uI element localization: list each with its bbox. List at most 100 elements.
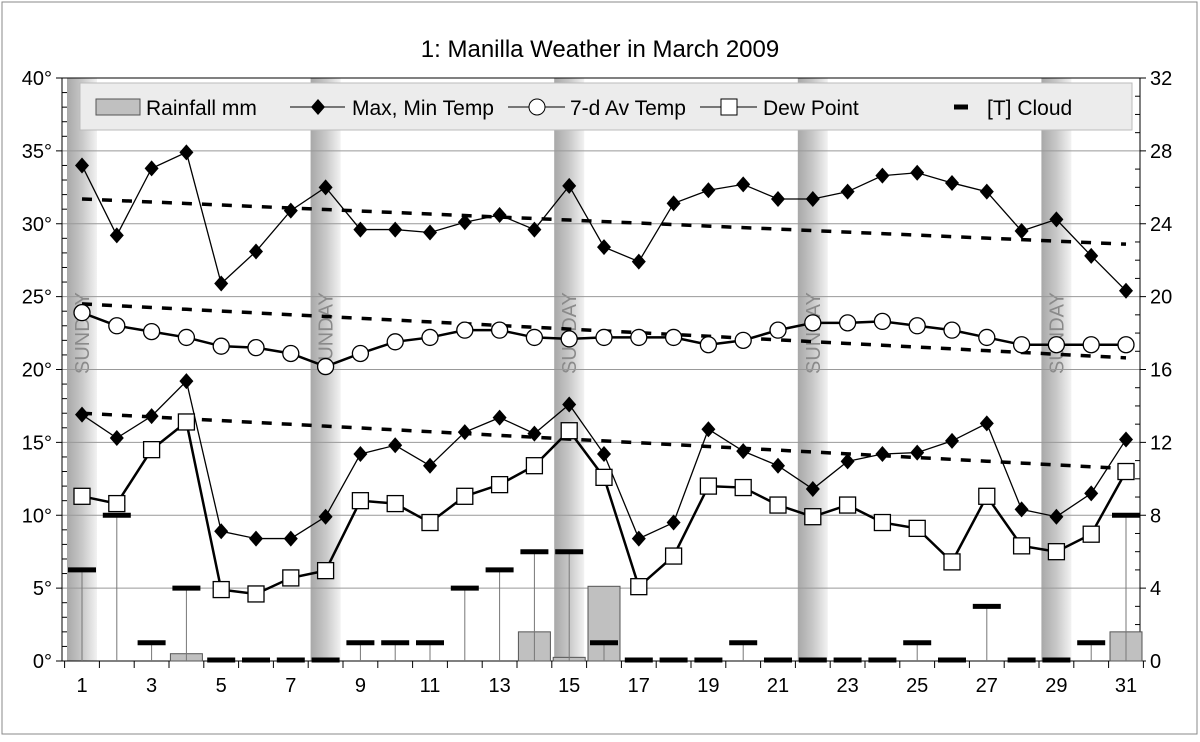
dew-point-point <box>1082 525 1100 543</box>
dew-point-point <box>351 492 370 510</box>
min-temp-point <box>875 446 890 463</box>
y-tick-label-right: 24 <box>1150 214 1172 236</box>
dew-point-point <box>316 561 335 580</box>
avg-temp-point <box>212 337 230 355</box>
avg-temp-point <box>386 333 404 351</box>
rainfall-legend-swatch <box>95 98 141 116</box>
x-tick-label: 21 <box>767 675 789 697</box>
sunday-label: SUNDAY <box>316 292 338 374</box>
max-temp-point <box>910 164 925 181</box>
x-tick-label: 31 <box>1115 675 1137 697</box>
avg-temp-point <box>769 321 787 339</box>
dew-point-point <box>595 468 613 487</box>
avg-temp-point <box>664 328 683 347</box>
y-tick-label-left: 10° <box>22 505 52 527</box>
avg-temp-point <box>838 314 857 332</box>
x-tick-label: 3 <box>146 675 157 697</box>
max-temp-point <box>597 239 611 256</box>
dew-point-point <box>456 487 474 505</box>
max-temp-point <box>631 253 646 270</box>
avg-temp-point <box>804 314 822 332</box>
avg-temp-point <box>108 317 126 335</box>
avg-temp-point <box>421 328 439 347</box>
legend-label: [T] Cloud <box>987 97 1072 120</box>
avg-temp-point <box>595 328 613 347</box>
max-temp-point <box>283 202 298 219</box>
trend-line <box>81 197 1127 246</box>
dew-point-point <box>804 508 822 526</box>
max-temp-point <box>1119 282 1133 299</box>
min-temp-point <box>214 523 229 540</box>
dew-point-point <box>1047 543 1066 561</box>
avg-temp-point <box>943 321 961 339</box>
min-temp-point <box>666 514 681 531</box>
dew-point-point <box>664 547 683 565</box>
min-temp-point <box>492 409 507 426</box>
avg-temp-point <box>142 322 161 341</box>
min-temp-point <box>805 481 820 498</box>
max-temp-point <box>701 182 716 199</box>
avg-temp-point <box>247 338 265 357</box>
y-tick-label-left: 20° <box>22 360 52 382</box>
max-temp-point <box>423 224 437 241</box>
avg-temp-point <box>1117 336 1135 354</box>
max-temp-point <box>771 190 785 207</box>
y-tick-label-right: 12 <box>1150 432 1172 454</box>
max-temp-point <box>875 167 890 184</box>
x-tick-label: 23 <box>836 675 858 697</box>
dew-point-point <box>769 496 787 514</box>
min-temp-point <box>945 432 959 449</box>
y-tick-label-right: 4 <box>1150 578 1161 600</box>
dew-point-point <box>560 422 578 440</box>
x-tick-label: 7 <box>285 675 296 697</box>
legend-label: Rainfall mm <box>146 97 257 120</box>
avg-temp-point <box>908 317 926 335</box>
min-temp-point <box>318 508 333 525</box>
y-tick-label-left: 0° <box>33 651 52 673</box>
dew-point-point <box>490 475 509 494</box>
dew-point-point <box>525 457 544 475</box>
min-temp-point <box>1014 501 1029 518</box>
min-temp-point <box>75 406 89 423</box>
legend-label: Dew Point <box>763 97 859 120</box>
x-tick-label: 29 <box>1045 675 1067 697</box>
dew-point-point <box>212 580 230 599</box>
max-temp-point <box>492 207 507 224</box>
square-icon <box>720 98 738 116</box>
dew-point-point <box>177 413 196 431</box>
max-temp-point <box>1049 211 1064 228</box>
dew-point-point <box>247 585 265 603</box>
dew-point-point <box>421 513 439 532</box>
avg-temp-point <box>978 328 996 347</box>
y-tick-label-left: 40° <box>22 68 52 90</box>
avg-temp-point <box>873 312 892 331</box>
y-tick-label-left: 15° <box>22 432 52 454</box>
min-temp-point <box>353 446 368 463</box>
min-temp-point <box>562 396 577 413</box>
dew-point-point <box>630 578 648 596</box>
dew-point-point <box>282 569 300 587</box>
max-temp-point <box>1014 223 1029 240</box>
avg-temp-point <box>560 330 578 348</box>
avg-temp-point <box>525 328 544 347</box>
max-temp-point <box>249 243 263 260</box>
y-tick-label-left: 35° <box>22 141 52 163</box>
avg-temp-point <box>73 304 91 322</box>
x-tick-label: 25 <box>906 675 928 697</box>
dew-point-point <box>943 553 961 571</box>
max-temp-point <box>318 179 333 196</box>
min-temp-point <box>1119 431 1133 448</box>
max-temp-point <box>179 144 194 161</box>
legend-label: Max, Min Temp <box>352 97 494 120</box>
dew-point-point <box>699 477 718 495</box>
sunday-label: SUNDAY <box>1046 292 1068 374</box>
x-tick-label: 15 <box>558 675 580 697</box>
min-temp-point <box>910 444 925 461</box>
min-temp-point <box>1084 485 1099 502</box>
avg-temp-point <box>1082 336 1100 354</box>
min-temp-point <box>388 437 403 454</box>
max-temp-point <box>1084 247 1099 264</box>
x-tick-label: 1 <box>76 675 87 697</box>
dew-point-point <box>142 441 161 459</box>
